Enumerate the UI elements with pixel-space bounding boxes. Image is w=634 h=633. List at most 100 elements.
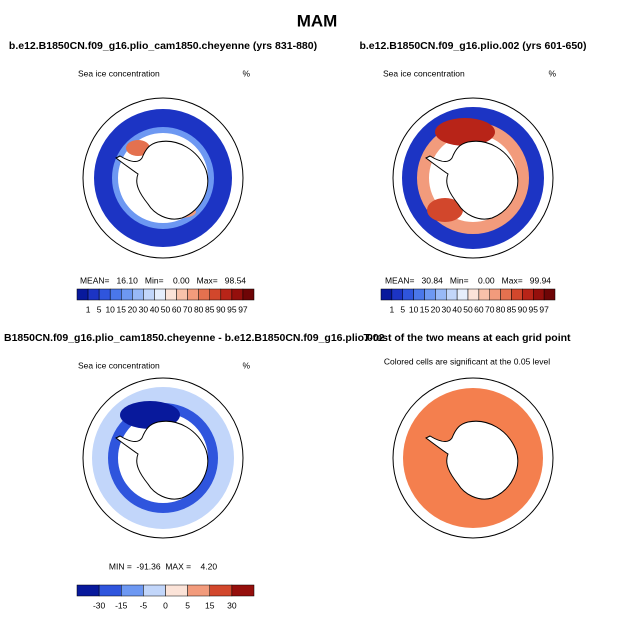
colorbar-label: 40 <box>452 304 462 314</box>
colorbar-label: 70 <box>183 304 193 314</box>
colorbar-box <box>198 288 210 301</box>
map <box>82 377 244 539</box>
colorbar-label: 10 <box>105 304 115 314</box>
left-label: Sea ice concentration <box>383 68 465 78</box>
colorbar-label: 80 <box>194 304 204 314</box>
colorbar-box <box>402 288 414 301</box>
colorbar-box <box>446 288 458 301</box>
colorbar-box <box>533 288 545 301</box>
colorbar-box <box>380 288 393 301</box>
colorbar-label: 95 <box>227 304 237 314</box>
colorbar-label: 5 <box>400 304 405 314</box>
map <box>82 97 244 259</box>
panel-title: b.e12.B1850CN.f09_g16.plio.002 (yrs 601-… <box>359 40 586 52</box>
right-label: % <box>548 68 556 78</box>
colorbar-label: 0 <box>163 600 168 610</box>
colorbar-label: 60 <box>474 304 484 314</box>
colorbar-box <box>209 288 222 301</box>
colorbar-box <box>478 288 490 301</box>
colorbar-box <box>76 288 89 301</box>
colorbar-box <box>87 288 100 301</box>
colorbar-label: 20 <box>431 304 441 314</box>
panel-title: B1850CN.f09_g16.plio_cam1850.cheyenne - … <box>4 332 385 344</box>
colorbar-label: 85 <box>507 304 517 314</box>
colorbar: 1 5 10 15 20 30 40 50 60 70 80 85 90 95 97 <box>380 288 556 314</box>
colorbar-box <box>522 288 534 301</box>
right-label: % <box>242 68 250 78</box>
map <box>392 377 554 539</box>
colorbar-box <box>143 288 155 301</box>
colorbar-box <box>209 584 233 597</box>
map <box>392 97 554 259</box>
colorbar-label: 1 <box>390 304 395 314</box>
colorbar-box <box>424 288 436 301</box>
colorbar-label: -5 <box>140 600 148 610</box>
colorbar-box <box>176 288 188 301</box>
colorbar-box <box>121 584 144 597</box>
panel-title: b.e12.B1850CN.f09_g16.plio_cam1850.cheye… <box>9 40 317 52</box>
colorbar-box <box>500 288 512 301</box>
colorbar-box <box>154 288 166 301</box>
colorbar-box <box>187 288 199 301</box>
colorbar-box <box>132 288 144 301</box>
colorbar-label: 90 <box>216 304 226 314</box>
colorbar-box <box>242 288 255 301</box>
colorbar-box <box>98 584 122 597</box>
stats: MEAN= 16.10 Min= 0.00 Max= 98.54 <box>80 275 246 285</box>
colorbar-label: 30 <box>227 600 237 610</box>
colorbar-label: 10 <box>409 304 419 314</box>
colorbar-box <box>165 584 188 597</box>
panel-title: T-test of the two means at each grid poi… <box>363 332 571 344</box>
colorbar-box <box>165 288 177 301</box>
colorbar-label: 90 <box>518 304 528 314</box>
colorbar-label: 1 <box>86 304 91 314</box>
colorbar-box <box>76 584 100 597</box>
colorbar-label: 15 <box>205 600 215 610</box>
figure-title: MAM <box>297 11 338 30</box>
colorbar-box <box>456 288 469 301</box>
colorbar-box <box>391 288 403 301</box>
colorbar-box <box>231 288 244 301</box>
colorbar: -30 -15 -5 0 5 15 30 <box>76 584 255 610</box>
colorbar-label: 85 <box>205 304 215 314</box>
colorbar-label: 15 <box>420 304 430 314</box>
right-label: % <box>242 360 250 370</box>
colorbar-label: 95 <box>529 304 539 314</box>
colorbar-label: 40 <box>150 304 160 314</box>
colorbar-box <box>435 288 447 301</box>
colorbar-box <box>543 288 556 301</box>
colorbar-label: 97 <box>238 304 248 314</box>
colorbar-box <box>109 288 122 301</box>
colorbar: 1 5 10 15 20 30 40 50 60 70 80 85 90 95 97 <box>76 288 255 314</box>
colorbar-label: 70 <box>485 304 495 314</box>
colorbar-label: 5 <box>97 304 102 314</box>
colorbar-box <box>98 288 111 301</box>
colorbar-box <box>220 288 233 301</box>
colorbar-label: 30 <box>139 304 149 314</box>
colorbar-box <box>489 288 501 301</box>
stats: MEAN= 30.84 Min= 0.00 Max= 99.94 <box>385 275 551 285</box>
colorbar-box <box>143 584 166 597</box>
left-label: Sea ice concentration <box>78 360 160 370</box>
left-label: Sea ice concentration <box>78 68 160 78</box>
colorbar-label: 50 <box>463 304 473 314</box>
colorbar-label: 80 <box>496 304 506 314</box>
colorbar-label: 97 <box>539 304 549 314</box>
colorbar-label: 5 <box>185 600 190 610</box>
colorbar-box <box>187 584 210 597</box>
colorbar-box <box>121 288 133 301</box>
colorbar-box <box>231 584 255 597</box>
colorbar-box <box>511 288 523 301</box>
colorbar-label: -15 <box>115 600 128 610</box>
colorbar-label: 60 <box>172 304 182 314</box>
panel-subtitle: Colored cells are significant at the 0.0… <box>384 356 550 366</box>
colorbar-box <box>413 288 425 301</box>
colorbar-label: 30 <box>442 304 452 314</box>
colorbar-label: 20 <box>128 304 138 314</box>
colorbar-label: -30 <box>93 600 106 610</box>
colorbar-box <box>467 288 480 301</box>
colorbar-label: 50 <box>161 304 171 314</box>
stats: MIN = -91.36 MAX = 4.20 <box>109 561 217 571</box>
colorbar-label: 15 <box>117 304 127 314</box>
